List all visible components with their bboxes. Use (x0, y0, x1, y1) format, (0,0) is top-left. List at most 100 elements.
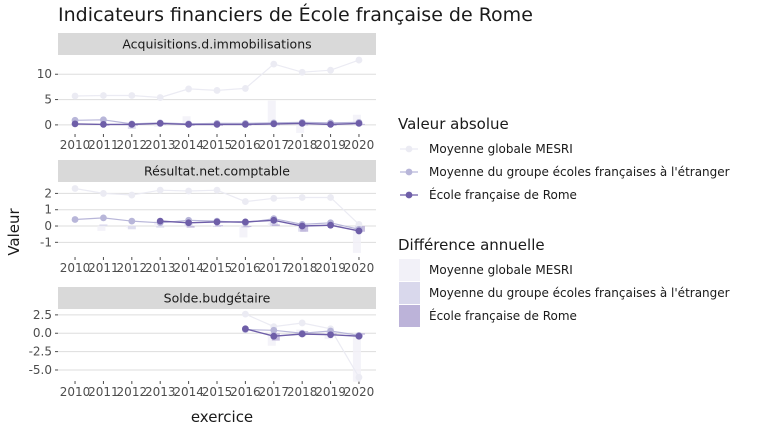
series-point (185, 120, 193, 128)
x-tick-label: 2020 (344, 385, 375, 399)
y-tick-label: -5.0 (29, 363, 52, 377)
series-point (355, 119, 363, 127)
series-point (128, 191, 136, 199)
diff-bar (296, 124, 305, 133)
diff-bar (99, 224, 108, 227)
series-point (270, 216, 278, 224)
series-point (241, 120, 249, 128)
diff-bar (239, 226, 248, 238)
series-point (298, 194, 306, 201)
chart-panels: Acquisitions.d.immobilisations0510201020… (29, 33, 376, 399)
series-point (270, 332, 278, 340)
x-tick-label: 2017 (259, 261, 290, 275)
legend: Valeur absolue Différence annuelle Moyen… (398, 115, 730, 327)
x-tick-label: 2012 (117, 261, 148, 275)
diff-bar (269, 221, 278, 227)
diff-bar (213, 226, 221, 228)
diff-bar (215, 225, 223, 227)
series-point (355, 220, 363, 228)
x-tick-label: 2018 (287, 138, 318, 152)
x-tick-label: 2013 (145, 385, 176, 399)
diff-bar (127, 226, 136, 230)
x-tick-label: 2017 (259, 138, 290, 152)
panel-2: Résultat.net.comptable-10122010201120122… (40, 160, 376, 275)
series-point (213, 87, 221, 94)
series-point (156, 119, 164, 127)
series-point (355, 332, 363, 340)
series-point (185, 85, 193, 93)
series-point (128, 217, 136, 225)
x-tick-label: 2013 (145, 261, 176, 275)
series-point (213, 218, 221, 226)
series-point (100, 214, 107, 222)
y-tick-label: 2.5 (33, 308, 52, 322)
y-tick-label: 0.0 (33, 326, 52, 340)
series-point (128, 120, 136, 128)
panel-strip-label: Solde.budgétaire (164, 291, 271, 306)
legend-key-bar (399, 259, 420, 281)
series-point (156, 217, 164, 225)
x-tick-label: 2010 (60, 138, 91, 152)
legend-label-absolute: Moyenne du groupe écoles françaises à l'… (429, 165, 730, 179)
series-point (270, 120, 278, 128)
series-point (213, 186, 221, 194)
legend-label-difference: Moyenne du groupe écoles françaises à l'… (429, 286, 730, 300)
x-tick-label: 2019 (315, 138, 346, 152)
series-point (213, 120, 221, 128)
y-tick-label: -2.5 (29, 345, 52, 359)
chart-title: Indicateurs financiers de École français… (58, 3, 533, 26)
legend-title-difference: Différence annuelle (398, 236, 545, 254)
y-tick-label: 0 (44, 118, 52, 132)
y-tick-label: 5 (44, 93, 52, 107)
x-tick-label: 2012 (117, 138, 148, 152)
x-tick-label: 2010 (60, 385, 91, 399)
x-tick-label: 2011 (88, 138, 119, 152)
series-point (100, 120, 107, 128)
x-tick-label: 2010 (60, 261, 91, 275)
diff-bar (186, 226, 195, 228)
series-point (156, 186, 164, 194)
series-point (270, 326, 278, 334)
series-point (327, 66, 334, 74)
x-tick-label: 2013 (145, 138, 176, 152)
series-point (298, 319, 306, 327)
series-point (128, 92, 136, 99)
x-tick-label: 2018 (287, 385, 318, 399)
x-tick-label: 2014 (173, 138, 204, 152)
panel-strip (58, 33, 376, 55)
panel-1: Acquisitions.d.immobilisations0510201020… (37, 33, 376, 152)
legend-label-difference: École française de Rome (429, 308, 577, 323)
series-point (241, 325, 249, 333)
x-tick-label: 2016 (230, 138, 261, 152)
panel-3: Solde.budgétaire2.50.0-2.5-5.02010201120… (29, 287, 376, 399)
diff-bar (267, 100, 276, 125)
x-tick-label: 2017 (259, 385, 290, 399)
x-tick-label: 2018 (287, 261, 318, 275)
x-tick-label: 2015 (202, 138, 233, 152)
diff-bar (352, 226, 361, 253)
panel-strip (58, 287, 376, 309)
x-tick-label: 2019 (315, 385, 346, 399)
series-point (241, 310, 249, 318)
diff-bar (271, 224, 280, 227)
x-tick-label: 2016 (230, 261, 261, 275)
series-point (71, 92, 79, 100)
x-tick-label: 2015 (202, 261, 233, 275)
series-point (327, 120, 334, 128)
x-tick-label: 2014 (173, 385, 204, 399)
x-tick-label: 2015 (202, 385, 233, 399)
x-tick-label: 2019 (315, 261, 346, 275)
y-tick-label: 1 (44, 203, 52, 217)
series-point (185, 187, 193, 195)
series-point (270, 194, 278, 202)
series-point (71, 216, 79, 223)
diff-bar (182, 116, 191, 125)
series-point (241, 85, 249, 92)
series-point (298, 222, 306, 230)
legend-title-absolute: Valeur absolue (398, 115, 509, 133)
series-line (160, 219, 360, 232)
series-point (100, 92, 107, 99)
legend-key-point (405, 168, 413, 176)
diff-bar (243, 226, 252, 228)
legend-key-bar (399, 305, 420, 327)
